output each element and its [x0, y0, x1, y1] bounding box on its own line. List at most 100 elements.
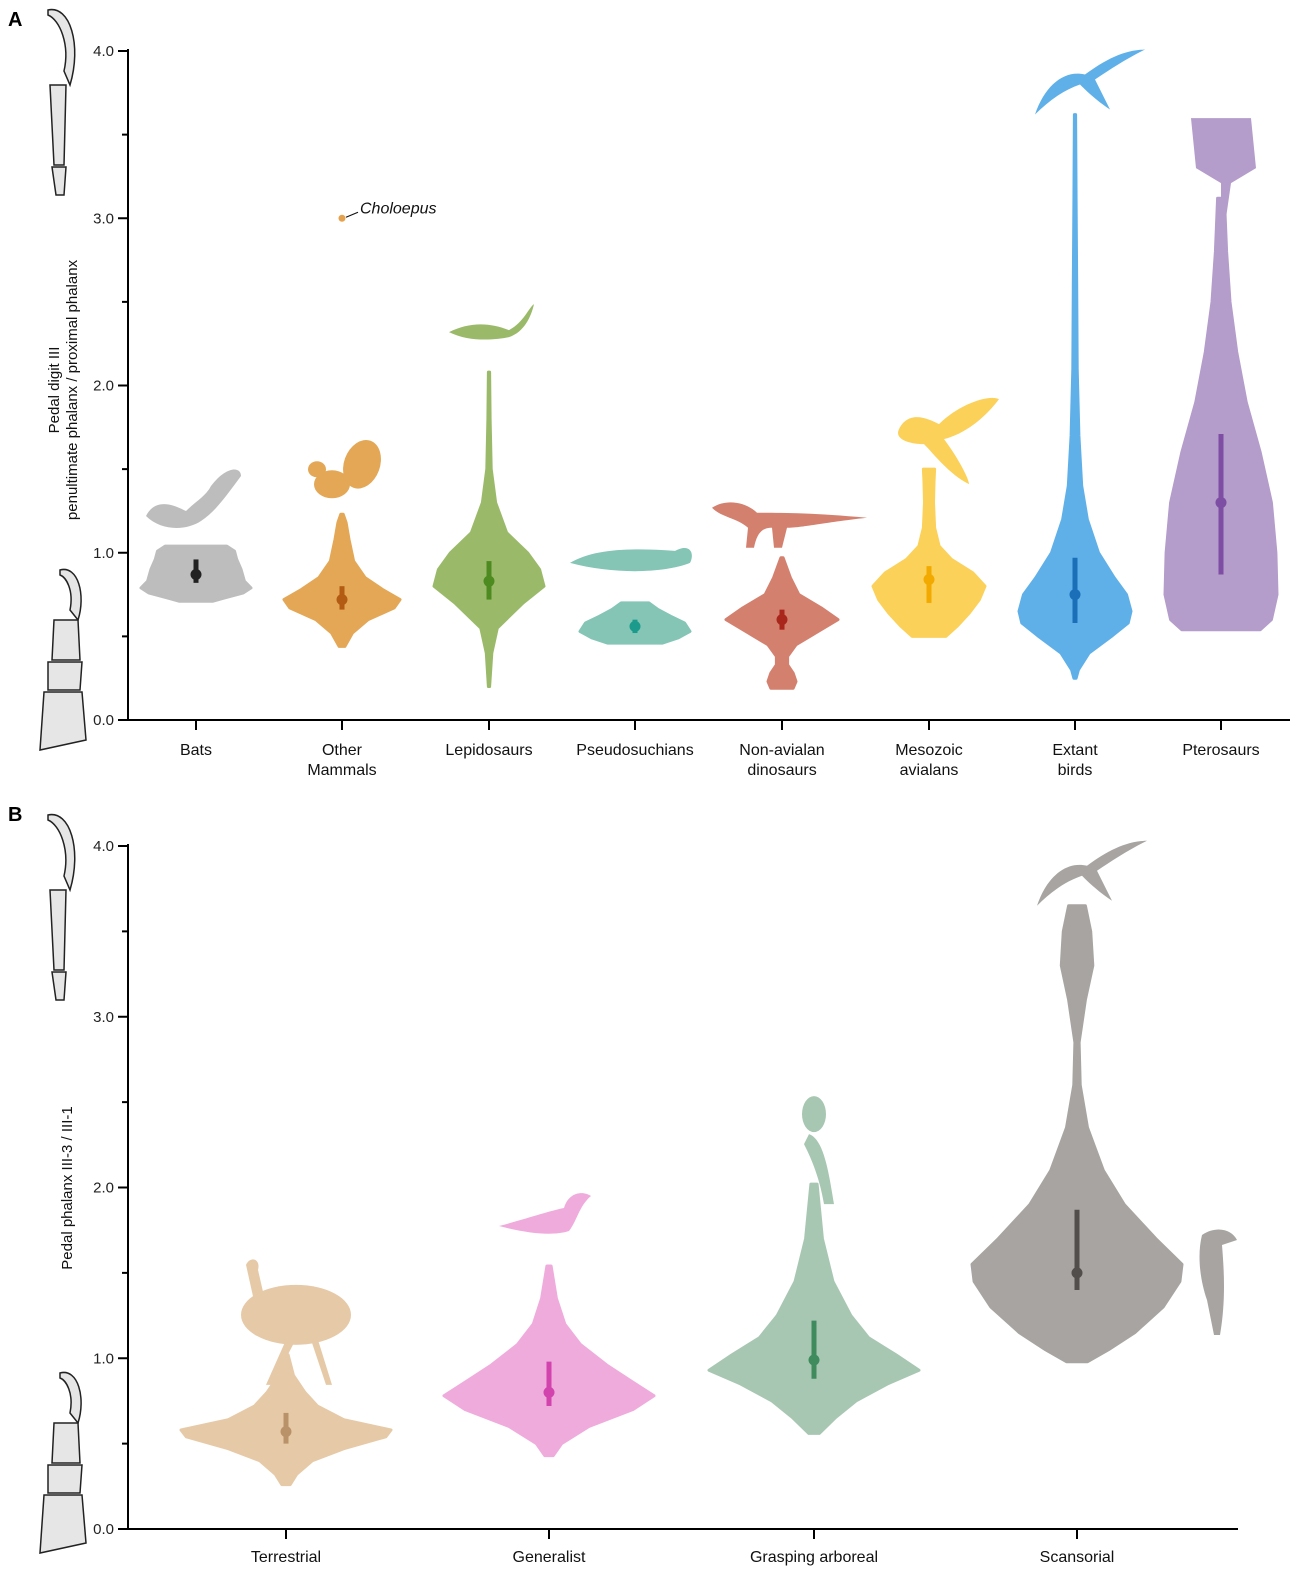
- category-label-line: Bats: [180, 742, 212, 759]
- swift-icon-shape: [1037, 840, 1147, 906]
- phalanx-shape: [51, 971, 67, 1001]
- annotation-label: Choloepus: [360, 200, 437, 217]
- outlier-dot: [338, 214, 346, 222]
- phalanx-shape: [39, 1494, 87, 1554]
- category-label-line: avialans: [900, 762, 959, 779]
- category-label: Lepidosaurs: [445, 742, 532, 759]
- median-dot: [336, 594, 348, 606]
- lizard-icon: [449, 304, 534, 340]
- median-dot: [543, 1386, 555, 1398]
- y-axis-label-line: Pedal phalanx III-3 / III-1: [59, 1106, 76, 1269]
- panel-a: A 0.0 1.0 2.0 3.0 4.0 Pedal digit IIIpenultima…: [8, 8, 1290, 779]
- emu-icon-shape: [311, 1339, 332, 1385]
- dinosaur-icon: [712, 502, 867, 548]
- phalanx-shape: [39, 691, 87, 751]
- median-dot: [1069, 589, 1081, 601]
- y-tick-label: 3.0: [93, 210, 114, 227]
- y-tick-label: 4.0: [93, 838, 114, 855]
- category-label: Grasping arboreal: [750, 1549, 878, 1566]
- claw-shape: [59, 1371, 82, 1425]
- category-label-line: Extant: [1052, 742, 1098, 759]
- median-dot: [190, 568, 202, 580]
- median-dot: [776, 614, 788, 626]
- claw-shape: [47, 8, 76, 88]
- y-tick-label: 2.0: [93, 378, 114, 395]
- phalanx-shape: [47, 1464, 83, 1494]
- median-dot: [808, 1354, 820, 1366]
- phalanx-shape: [47, 661, 83, 691]
- bat-icon-shape: [146, 469, 241, 529]
- y-axis-label: Pedal phalanx III-3 / III-1: [59, 1106, 76, 1269]
- violin-pterosaurs: [1163, 196, 1279, 632]
- phalanx-shape: [51, 619, 81, 661]
- category-label: Non-avialan dinosaurs: [739, 742, 824, 779]
- parrot-icon-shape: [804, 1134, 834, 1205]
- category-label: Generalist: [513, 1549, 586, 1566]
- panel-letter: A: [8, 9, 22, 31]
- category-label: Pseudosuchians: [576, 742, 693, 759]
- category-label: Pterosaurs: [1182, 742, 1259, 759]
- claw-shape: [47, 813, 76, 893]
- violin-other-mammals: [282, 512, 402, 648]
- median-dot: [923, 574, 935, 586]
- category-label-line: Generalist: [513, 1549, 586, 1566]
- parrot-icon-shape: [802, 1096, 826, 1133]
- parrot-icon: [802, 1096, 834, 1205]
- violin-lepidosaurs: [432, 370, 546, 688]
- squirrel-icon-shape: [343, 439, 381, 489]
- emu-icon-shape: [246, 1259, 266, 1310]
- category-label-line: Pseudosuchians: [576, 742, 693, 759]
- claw-digit-long-icon: [47, 8, 76, 196]
- phalanx-shape: [49, 84, 67, 166]
- songbird-icon-shape: [499, 1193, 591, 1234]
- early-bird-icon: [898, 397, 999, 485]
- squirrel-icon: [308, 439, 381, 499]
- dinosaur-icon-shape: [712, 502, 867, 548]
- category-label: Mesozoic avialans: [895, 742, 963, 779]
- bat-icon: [146, 469, 241, 529]
- pterosaur-icon: [1191, 118, 1256, 219]
- crocodile-icon-shape: [570, 548, 692, 572]
- category-label-line: Pterosaurs: [1182, 742, 1259, 759]
- claw-digit-long-icon: [47, 813, 76, 1001]
- category-label-line: birds: [1058, 762, 1093, 779]
- median-dot: [483, 575, 495, 587]
- woodpecker-icon-shape: [1199, 1229, 1237, 1335]
- annotation-leader: [345, 211, 359, 218]
- violin-scansorial: [970, 904, 1184, 1364]
- category-label-line: Lepidosaurs: [445, 742, 532, 759]
- panel-b: B 0.0 1.0 2.0 3.0 4.0 Pedal phalanx III-3 / II…: [8, 804, 1238, 1566]
- category-label-line: Mesozoic: [895, 742, 963, 759]
- songbird-icon: [499, 1193, 591, 1234]
- y-axis-label: Pedal digit IIIpenultimate phalanx / pro…: [46, 259, 81, 520]
- category-label-line: Terrestrial: [251, 1549, 321, 1566]
- category-label: Extant birds: [1052, 742, 1098, 779]
- swift-icon-shape: [1035, 49, 1145, 115]
- emu-icon-shape: [241, 1284, 351, 1345]
- category-label: Other Mammals: [307, 742, 376, 779]
- y-tick-label: 1.0: [93, 545, 114, 562]
- crocodile-icon: [570, 548, 692, 572]
- y-axis-label-line: penultimate phalanx / proximal phalanx: [64, 259, 81, 520]
- median-dot: [280, 1426, 292, 1438]
- swift-icon: [1035, 49, 1145, 115]
- emu-icon-shape: [266, 1339, 294, 1385]
- violin-grasping-arboreal: [707, 1182, 921, 1435]
- median-dot: [1071, 1267, 1083, 1279]
- category-label: Scansorial: [1040, 1549, 1115, 1566]
- woodpecker-icon: [1199, 1229, 1237, 1335]
- category-label-line: Grasping arboreal: [750, 1549, 878, 1566]
- y-tick-label: 0.0: [93, 1521, 114, 1538]
- y-tick-label: 4.0: [93, 43, 114, 60]
- violin-generalist: [442, 1264, 656, 1458]
- early-bird-icon-shape: [898, 397, 999, 485]
- claw-shape: [59, 568, 82, 622]
- swift-icon: [1037, 840, 1147, 906]
- category-label-line: Non-avialan: [739, 742, 824, 759]
- violin-mesozoic-avialans: [871, 467, 987, 638]
- squirrel-icon-shape: [308, 461, 326, 478]
- phalanx-shape: [51, 1422, 81, 1464]
- short-digit-bones-icon: [39, 568, 87, 751]
- phalanx-shape: [49, 889, 67, 971]
